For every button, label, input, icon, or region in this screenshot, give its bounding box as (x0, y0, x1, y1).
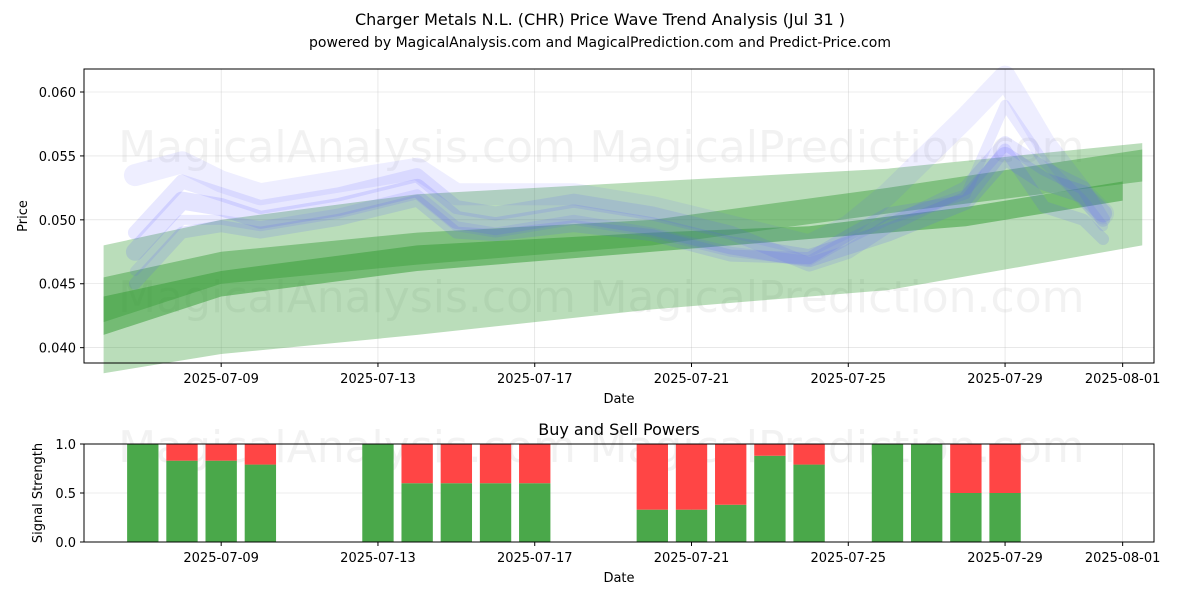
signal-y-ticks: 0.0 0.5 1.0 (55, 438, 84, 551)
signal-title: Buy and Sell Powers (538, 420, 700, 439)
sell-bar (793, 444, 825, 465)
price-panel: MagicalAnalysis.com MagicalPrediction.co… (16, 65, 1160, 407)
watermark-analysis-1: MagicalAnalysis.com (118, 122, 576, 173)
price-y-tick-label: 0.045 (39, 278, 76, 293)
price-x-tick-label: 2025-07-29 (967, 372, 1043, 387)
watermark-prediction-1: MagicalPrediction.com (590, 122, 1085, 173)
price-x-ticks: 2025-07-09 2025-07-13 2025-07-17 2025-07-21… (183, 363, 1160, 387)
price-x-tick-label: 2025-07-13 (340, 372, 416, 387)
blue-wave-1 (125, 146, 1113, 268)
buy-bar (401, 483, 433, 542)
sell-bar (754, 444, 786, 456)
buy-bar (519, 483, 551, 542)
chart-title: Charger Metals N.L. (CHR) Price Wave Tre… (355, 10, 845, 29)
signal-y-tick-label: 0.0 (55, 536, 76, 551)
price-plot-frame (83, 68, 1155, 364)
sell-bar (675, 444, 708, 510)
price-x-tick-label: 2025-07-09 (183, 372, 259, 387)
sell-bar (950, 444, 982, 493)
blue-waves (123, 65, 1115, 290)
sell-bar (715, 444, 747, 505)
buy-bar (362, 444, 394, 542)
buy-bar (950, 493, 982, 542)
sell-bar (636, 444, 668, 510)
signal-x-ticks: 2025-07-09 2025-07-13 2025-07-17 2025-07-21… (183, 542, 1160, 566)
price-x-tick-label: 2025-07-21 (654, 372, 730, 387)
price-y-tick-label: 0.040 (39, 342, 76, 357)
price-y-ticks: 0.040 0.045 0.050 0.055 0.060 (39, 86, 84, 357)
buy-bar (871, 444, 904, 542)
buy-bar (754, 455, 786, 542)
buy-bar (479, 483, 512, 542)
price-watermarks: MagicalAnalysis.com MagicalPrediction.co… (118, 122, 1084, 323)
blue-wave-5 (128, 143, 1110, 290)
sell-bar (479, 444, 512, 484)
signal-x-tick-label: 2025-07-29 (967, 551, 1043, 566)
blue-wave-2 (127, 136, 1111, 272)
green-band-core (103, 181, 1123, 335)
signal-panel: Buy and Sell Powers MagicalAnalysis.com … (31, 420, 1160, 586)
price-y-tick-label: 0.050 (39, 214, 76, 229)
price-y-tick-label: 0.055 (39, 150, 76, 165)
price-x-tick-label: 2025-08-01 (1085, 372, 1161, 387)
signal-x-tick-label: 2025-07-09 (183, 551, 259, 566)
signal-y-label: Signal Strength (31, 443, 46, 543)
buy-bar (910, 444, 943, 542)
sell-bar (440, 444, 473, 484)
buy-bar (989, 493, 1021, 542)
sell-bar (205, 444, 237, 461)
watermark-prediction-2: MagicalPrediction.com (590, 272, 1085, 323)
signal-y-tick-label: 0.5 (55, 487, 76, 502)
sell-bar (166, 444, 198, 461)
signal-x-tick-label: 2025-08-01 (1085, 551, 1161, 566)
green-bands (103, 143, 1143, 374)
buy-bar (166, 460, 198, 542)
buy-bar (793, 464, 825, 542)
signal-x-tick-label: 2025-07-13 (340, 551, 416, 566)
sell-bar (989, 444, 1021, 493)
signal-x-tick-label: 2025-07-17 (497, 551, 573, 566)
sell-bar (401, 444, 433, 484)
price-y-tick-label: 0.060 (39, 86, 76, 101)
signal-y-tick-label: 1.0 (55, 438, 76, 453)
buy-bar (244, 464, 277, 542)
blue-wave-3 (129, 99, 1109, 276)
buy-bar (715, 504, 747, 542)
signal-x-tick-label: 2025-07-21 (654, 551, 730, 566)
price-x-tick-label: 2025-07-17 (497, 372, 573, 387)
buy-bar (636, 509, 668, 542)
green-band-wide (103, 143, 1143, 374)
sell-bar (244, 444, 277, 465)
buy-bar (675, 509, 708, 542)
signal-bars (127, 444, 1021, 542)
price-x-tick-label: 2025-07-25 (811, 372, 887, 387)
signal-x-label: Date (603, 571, 634, 586)
price-x-label: Date (603, 392, 634, 407)
blue-wave-4 (123, 65, 1115, 257)
sell-bar (519, 444, 551, 484)
chart-subtitle: powered by MagicalAnalysis.com and Magic… (309, 35, 891, 51)
buy-bar (127, 444, 159, 542)
signal-x-tick-label: 2025-07-25 (811, 551, 887, 566)
buy-bar (440, 483, 473, 542)
buy-bar (205, 460, 237, 542)
price-y-label: Price (16, 200, 31, 232)
